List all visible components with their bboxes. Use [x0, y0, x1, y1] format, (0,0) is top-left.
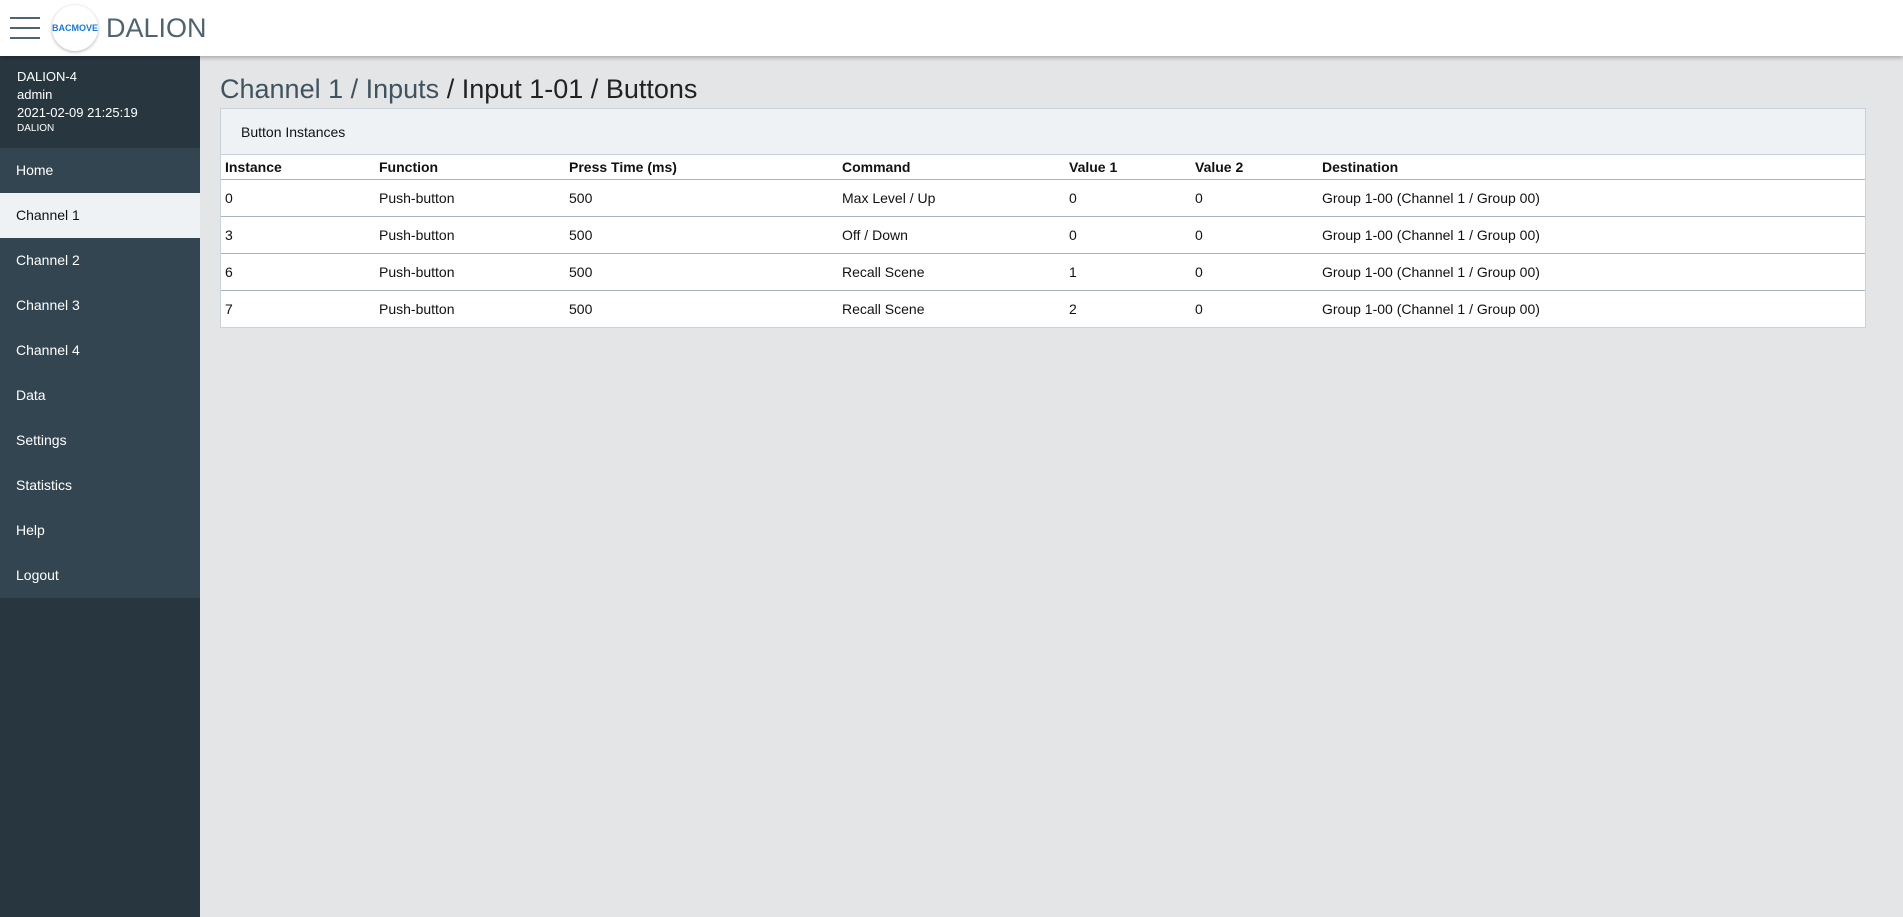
- table-cell: 500: [565, 253, 838, 291]
- breadcrumb-separator: /: [583, 74, 606, 104]
- sidebar-item-channel-2[interactable]: Channel 2: [16, 252, 80, 268]
- table-cell: 7: [225, 300, 233, 317]
- main-content: Channel 1 / Inputs / Input 1-01 / Button…: [200, 56, 1903, 917]
- sidebar-item-logout[interactable]: Logout: [16, 567, 59, 583]
- table-header-row: Instance Function Press Time (ms) Command Va…: [221, 155, 1865, 180]
- table-cell: Recall Scene: [838, 253, 1065, 291]
- table-row[interactable]: 7 Push-button 500 Recall Scene 2 0 Group 1-00 …: [221, 290, 1865, 327]
- sidebar-item-home[interactable]: Home: [16, 162, 54, 178]
- hamburger-menu-icon[interactable]: [10, 17, 40, 39]
- table-cell: Push-button: [375, 179, 565, 217]
- table-cell: 500: [565, 216, 838, 254]
- table-row[interactable]: 3 Push-button 500 Off / Down 0 0 Group 1-00 (C…: [221, 216, 1865, 254]
- table-cell: 3: [221, 216, 375, 254]
- sidebar-item-channel-1[interactable]: Channel 1: [0, 193, 200, 238]
- table-cell: 0: [1191, 216, 1318, 254]
- device-info: DALION-4 admin 2021-02-09 21:25:19 DALIO…: [0, 56, 200, 148]
- table-cell: 0: [1191, 253, 1318, 291]
- table-cell: 1: [1065, 253, 1191, 291]
- button-instances-panel: Button Instances Instance Function Press T…: [220, 108, 1866, 328]
- table-cell: Group 1-00 (Channel 1 / Group 00): [1318, 253, 1865, 291]
- column-header: Function: [375, 155, 565, 180]
- table-cell: 500: [569, 300, 593, 317]
- sidebar-item-channel-4[interactable]: Channel 4: [16, 342, 80, 358]
- table-cell: Group 1-00 (Channel 1 / Group 00): [1322, 300, 1540, 317]
- column-header: Value 1: [1065, 155, 1191, 180]
- column-header: Instance: [221, 155, 375, 180]
- table-cell: Group 1-00 (Channel 1 / Group 00): [1318, 216, 1865, 254]
- table-cell: 0: [1195, 300, 1203, 317]
- column-header: Press Time (ms): [565, 155, 838, 180]
- breadcrumb: Channel 1 / Inputs / Input 1-01 / Button…: [220, 70, 1883, 108]
- table-cell: 0: [221, 179, 375, 217]
- table-cell: Push-button: [379, 300, 455, 317]
- table-row[interactable]: 0 Push-button 500 Max Level / Up 0 0 Group 1-0…: [221, 179, 1865, 217]
- panel-title: Button Instances: [221, 109, 1865, 155]
- breadcrumb-channel-1[interactable]: Channel 1: [220, 74, 344, 104]
- breadcrumb-separator: /: [439, 74, 462, 104]
- top-header: BACMOVE DALION: [0, 0, 1903, 56]
- table-cell: Push-button: [375, 253, 565, 291]
- breadcrumb-input: Input 1-01: [461, 74, 584, 104]
- table-cell: 0: [1065, 216, 1191, 254]
- brand-title: DALION: [106, 12, 207, 43]
- sidebar-item-settings[interactable]: Settings: [16, 432, 67, 448]
- table-cell: Recall Scene: [842, 300, 925, 317]
- product-name: DALION: [17, 123, 55, 134]
- table-cell: 0: [1191, 179, 1318, 217]
- sidebar-menu: Home Channel 1 Channel 2 Channel 3 Channel 4…: [0, 148, 200, 598]
- table-cell: 500: [565, 179, 838, 217]
- breadcrumb-inputs[interactable]: Inputs: [365, 74, 440, 104]
- column-header: Value 2: [1191, 155, 1318, 180]
- button-instances-table: Instance Function Press Time (ms) Command Va…: [221, 155, 1865, 327]
- breadcrumb-buttons: Buttons: [605, 74, 698, 104]
- table-cell: Off / Down: [838, 216, 1065, 254]
- sidebar-item-data[interactable]: Data: [16, 387, 46, 403]
- user-name: admin: [17, 87, 53, 102]
- table-cell: Max Level / Up: [838, 179, 1065, 217]
- table-row[interactable]: 6 Push-button 500 Recall Scene 1 0 Group 1-00 …: [221, 253, 1865, 291]
- breadcrumb-separator: /: [343, 74, 366, 104]
- sidebar-item-help[interactable]: Help: [16, 522, 45, 538]
- column-header: Destination: [1318, 155, 1865, 180]
- datetime: 2021-02-09 21:25:19: [17, 105, 138, 120]
- device-name: DALION-4: [17, 69, 77, 84]
- bacmove-logo: BACMOVE: [52, 5, 98, 51]
- sidebar-item-statistics[interactable]: Statistics: [16, 477, 73, 493]
- table-cell: 6: [221, 253, 375, 291]
- table-cell: Push-button: [375, 216, 565, 254]
- table-cell: Group 1-00 (Channel 1 / Group 00): [1318, 179, 1865, 217]
- column-header: Command: [838, 155, 1065, 180]
- sidebar: DALION-4 admin 2021-02-09 21:25:19 DALIO…: [0, 56, 200, 917]
- table-cell: 0: [1065, 179, 1191, 217]
- table-cell: 2: [1069, 300, 1077, 317]
- sidebar-item-channel-3[interactable]: Channel 3: [16, 297, 80, 313]
